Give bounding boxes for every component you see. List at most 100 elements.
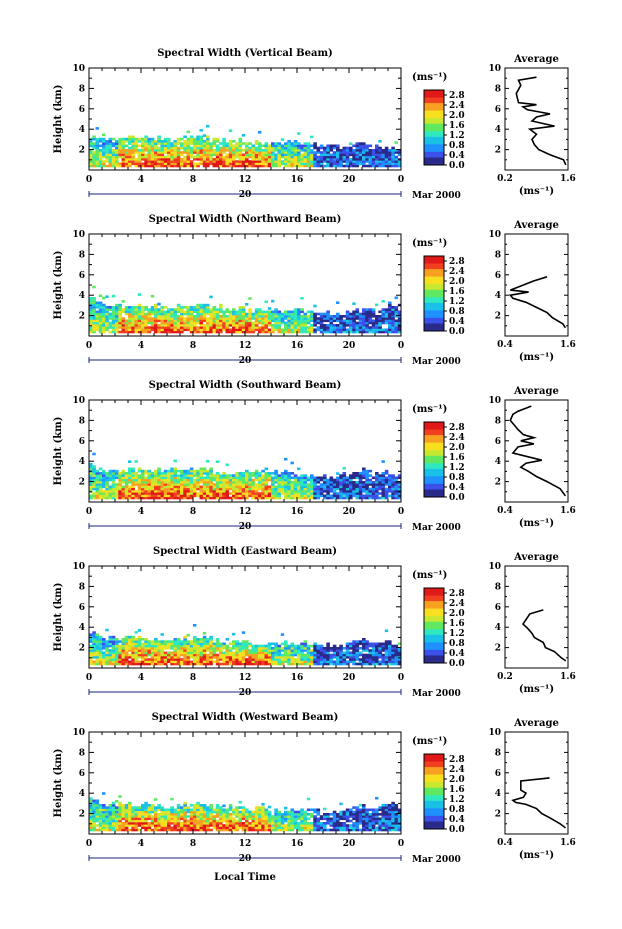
colorbar-segment [424, 604, 444, 608]
heatmap-cell [134, 651, 139, 655]
heatmap-cell [332, 146, 337, 150]
heatmap-cell [111, 492, 116, 495]
heatmap-cell [206, 162, 210, 166]
heatmap-cell [303, 642, 308, 646]
colorbar-segment [424, 483, 444, 487]
heatmap-cell [186, 481, 191, 484]
heatmap-cell [274, 656, 278, 659]
heatmap-cell [258, 660, 262, 664]
heatmap-cell [277, 328, 282, 332]
heatmap-cell [141, 492, 145, 495]
heatmap-cell [394, 653, 399, 657]
heatmap-cell [183, 644, 187, 648]
heatmap-cell [209, 151, 213, 154]
heatmap-cell [371, 162, 376, 166]
heatmap-cell [274, 162, 278, 166]
heatmap-cell [141, 149, 145, 152]
heatmap-cell [105, 644, 109, 648]
heatmap-cell [206, 124, 210, 128]
colorbar-unit: (ms⁻¹) [412, 238, 447, 249]
heatmap-cell [115, 492, 119, 495]
heatmap-cell [228, 328, 233, 332]
heatmap-cell [134, 481, 139, 484]
heatmap-cell [154, 481, 158, 484]
heatmap-cell [274, 496, 278, 500]
heatmap-cell [254, 326, 259, 329]
heatmap-cell [371, 494, 376, 498]
heatmap-cell [134, 642, 139, 646]
heatmap-cell [163, 319, 168, 323]
heatmap-cell [355, 146, 360, 150]
heatmap-cell [375, 496, 379, 500]
heatmap-cell [232, 651, 236, 655]
heatmap-cell [102, 824, 106, 827]
heatmap-cell [391, 328, 395, 332]
heatmap-cell [95, 317, 100, 320]
heatmap-cell [147, 330, 152, 334]
heatmap-cell [108, 642, 113, 646]
heatmap-cell [316, 146, 321, 150]
heatmap-cell [381, 321, 386, 325]
heatmap-cell [349, 160, 353, 163]
heatmap-cell [388, 481, 392, 484]
heatmap-cell [384, 308, 389, 311]
heatmap-cell [141, 144, 145, 148]
heatmap-cell [329, 319, 334, 323]
heatmap-cell [323, 483, 327, 486]
heatmap-cell [349, 483, 353, 486]
heatmap-cell [388, 160, 392, 163]
heatmap-cell [105, 642, 109, 646]
heatmap-cell [384, 492, 389, 495]
heatmap-cell [261, 326, 265, 329]
heatmap-cell [316, 328, 321, 332]
heatmap-cell [323, 149, 327, 152]
heatmap-cell [332, 481, 337, 484]
heatmap-cell [144, 656, 148, 659]
heatmap-cell [180, 326, 184, 329]
x-tick-label: 20 [343, 673, 356, 683]
heatmap-cell [277, 326, 282, 329]
heatmap-cell [141, 153, 145, 157]
heatmap-cell [300, 149, 304, 152]
heatmap-cell [199, 649, 204, 652]
heatmap-cell [124, 649, 129, 652]
heatmap-cell [176, 649, 181, 652]
heatmap-cell [313, 304, 317, 308]
heatmap-cell [241, 142, 246, 145]
heatmap-cell [297, 310, 301, 314]
heatmap-cell [362, 317, 366, 320]
heatmap-cell [319, 494, 324, 498]
panel-northward: Spectral Width (Northward Beam)246810Hei… [53, 214, 576, 367]
heatmap-cell [319, 317, 324, 320]
heatmap-cell [235, 653, 239, 657]
heatmap-cell [381, 315, 386, 318]
heatmap-cell [98, 813, 103, 816]
heatmap-cell [157, 324, 161, 327]
heatmap-cell [310, 496, 314, 500]
heatmap-cell [290, 483, 295, 486]
heatmap-cell [316, 492, 321, 495]
heatmap-cell [235, 651, 239, 655]
heatmap-cell [105, 310, 109, 314]
heatmap-cell [170, 312, 174, 316]
heatmap-cell [108, 306, 113, 309]
heatmap-cell [222, 494, 226, 498]
heatmap-cell [306, 330, 311, 334]
colorbar-segment [424, 274, 444, 277]
heatmap-cell [111, 653, 116, 657]
heatmap-cell [394, 649, 399, 652]
heatmap-cell [105, 815, 109, 818]
colorbar-segment [424, 129, 444, 132]
heatmap-cell [128, 137, 132, 141]
heatmap-cell [381, 460, 385, 463]
heatmap-cell [280, 138, 285, 141]
heatmap-cell [287, 653, 291, 657]
y-tick-label: 10 [72, 562, 85, 572]
heatmap-cell [157, 640, 161, 643]
heatmap-cell [183, 321, 187, 325]
heatmap-cell [319, 644, 324, 648]
heatmap-cell [92, 467, 96, 471]
heatmap-cell [245, 476, 249, 480]
heatmap-cell [362, 642, 366, 646]
heatmap-cell [384, 487, 389, 491]
